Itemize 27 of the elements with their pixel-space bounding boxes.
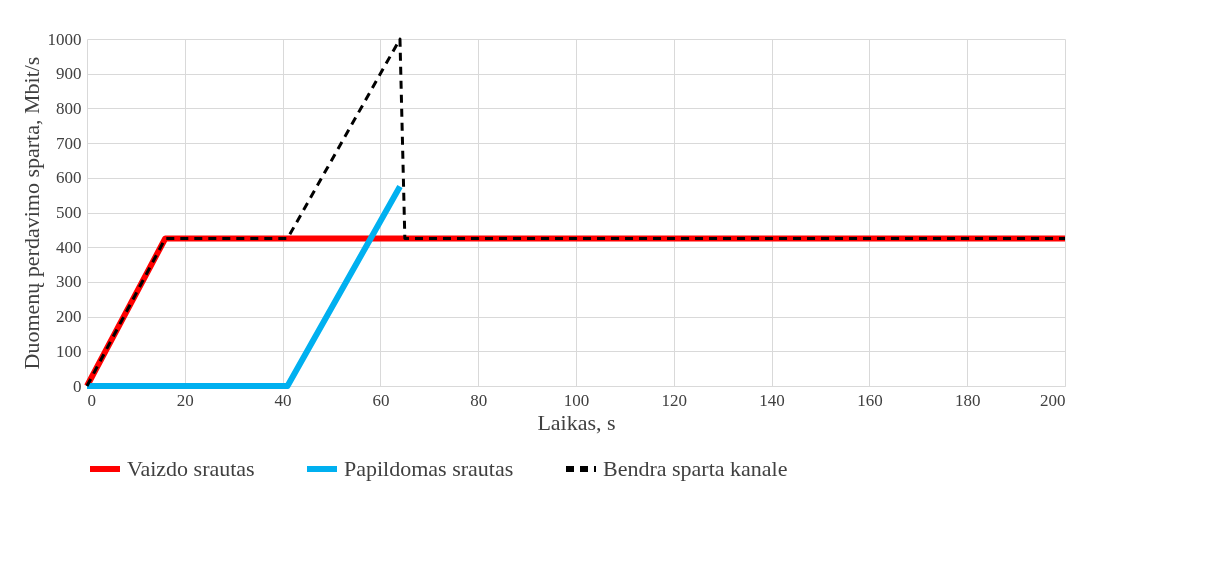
y-tick-label: 600 xyxy=(56,168,82,188)
x-tick-label: 100 xyxy=(563,390,590,410)
x-tick-label: 120 xyxy=(661,390,688,410)
y-tick-label: 700 xyxy=(56,133,82,153)
y-tick-label: 0 xyxy=(73,376,82,396)
x-tick-label: 20 xyxy=(176,390,194,410)
x-tick-label: 200 xyxy=(1040,390,1066,410)
x-tick-label: 160 xyxy=(857,390,883,410)
x-tick-label: 80 xyxy=(470,390,488,410)
y-tick-label: 100 xyxy=(56,341,82,361)
x-tick-label: 40 xyxy=(274,390,292,410)
legend-label: Vaizdo srautas xyxy=(127,456,255,481)
x-tick-label: 60 xyxy=(372,390,390,410)
y-tick-label: 1000 xyxy=(47,29,82,49)
x-tick-label: 0 xyxy=(87,390,96,410)
legend-label: Papildomas srautas xyxy=(344,456,514,481)
y-tick-label: 200 xyxy=(56,307,82,327)
legend-label: Bendra sparta kanale xyxy=(603,456,788,481)
y-tick-label: 500 xyxy=(56,203,82,222)
y-axis-title: Duomenų perdavimo sparta, Mbit/s xyxy=(18,56,44,370)
y-tick-label: 400 xyxy=(56,237,82,257)
x-axis-title: Laikas, s xyxy=(537,409,616,435)
x-tick-label: 140 xyxy=(759,390,785,410)
y-tick-label: 800 xyxy=(56,98,82,118)
y-tick-label: 300 xyxy=(56,272,82,292)
x-tick-label: 180 xyxy=(954,390,981,410)
y-tick-label: 900 xyxy=(56,64,82,84)
